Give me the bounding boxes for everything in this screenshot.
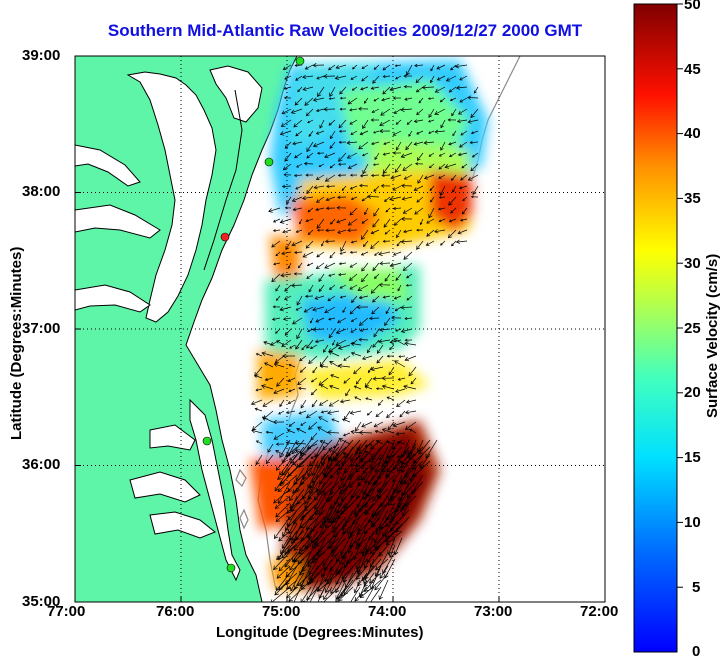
colorbar-tick: 15 — [684, 449, 701, 466]
colorbar-tick: 45 — [684, 61, 701, 78]
y-tick-label: 35:00 — [22, 593, 60, 610]
velocity-arrow-head — [363, 603, 367, 607]
x-tick-label: 76:00 — [156, 603, 194, 620]
colorbar — [634, 4, 677, 652]
station-marker — [227, 564, 235, 572]
velocity-arrow-head — [305, 608, 309, 612]
colorbar-tick: 25 — [684, 320, 701, 337]
x-tick-label: 72:00 — [580, 603, 618, 620]
x-tick-label: 73:00 — [474, 603, 512, 620]
station-marker — [265, 158, 273, 166]
colorbar-label: Surface Velocity (cm/s) — [704, 254, 721, 418]
velocity-arrow — [305, 164, 314, 165]
velocity-arrow — [326, 241, 335, 242]
colorbar-tick: 35 — [684, 190, 701, 207]
colorbar-tick: 40 — [684, 125, 701, 142]
colorbar-tick: 0 — [692, 643, 700, 660]
station-marker — [203, 437, 211, 445]
station-marker — [221, 233, 229, 241]
velocity-arrow-head — [315, 603, 319, 607]
velocity-arrow — [359, 340, 368, 341]
x-axis-label: Longitude (Degrees:Minutes) — [216, 624, 424, 641]
velocity-arrow — [327, 186, 335, 187]
x-tick-label: 74:00 — [368, 603, 406, 620]
colorbar-tick: 5 — [692, 579, 700, 596]
y-axis-label: Latitude (Degrees:Minutes) — [8, 247, 25, 440]
colorbar-tick: 50 — [684, 0, 701, 13]
colorbar-tick: 10 — [684, 514, 701, 531]
y-tick-label: 38:00 — [22, 183, 60, 200]
y-tick-label: 37:00 — [22, 320, 60, 337]
x-tick-label: 75:00 — [262, 603, 300, 620]
velocity-arrow — [326, 230, 335, 231]
station-marker — [296, 57, 304, 65]
colorbar-tick: 20 — [684, 384, 701, 401]
velocity-arrow — [370, 318, 379, 319]
colorbar-tick: 30 — [684, 255, 701, 272]
y-tick-label: 36:00 — [22, 456, 60, 473]
velocity-arrow — [468, 98, 478, 99]
y-tick-label: 39:00 — [22, 47, 60, 64]
velocity-arrow-head — [345, 607, 349, 611]
